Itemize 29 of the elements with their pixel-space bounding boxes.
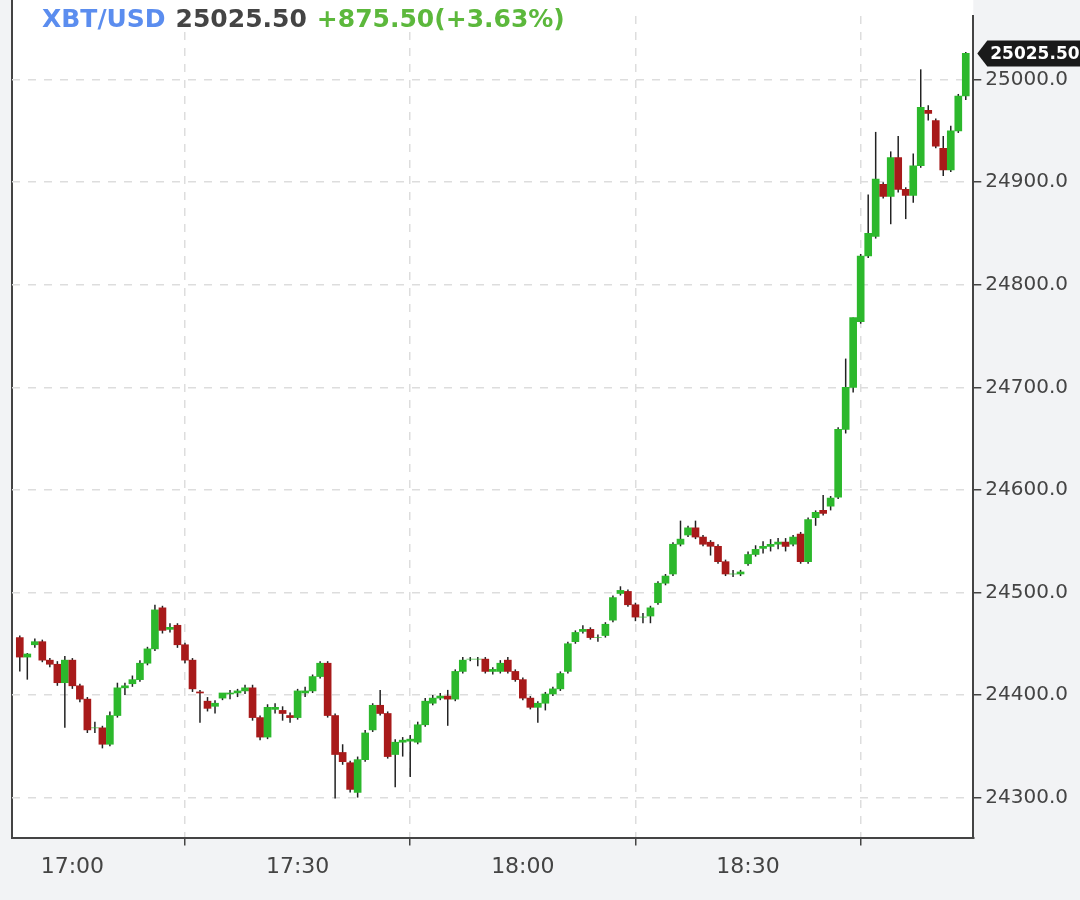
y-tick-label: 24700.0 (985, 373, 1069, 398)
y-tick-label: 25000.0 (985, 65, 1069, 90)
candlestick (924, 104, 933, 122)
y-tick-label: 24800.0 (985, 270, 1069, 295)
x-tick-label: 17:30 (265, 852, 330, 878)
candlestick (158, 605, 167, 635)
candlestick (594, 633, 602, 643)
candlestick (819, 494, 827, 517)
chart-title: XBT/USD (42, 3, 166, 33)
x-tick-label: 18:30 (716, 852, 780, 878)
y-tick-label: 24900.0 (985, 168, 1069, 193)
candlestick (38, 638, 47, 663)
y-tick-label: 24600.0 (985, 476, 1069, 501)
annotation: +875.50(+3.63%) (316, 3, 565, 33)
candlestick (286, 711, 294, 724)
x-tick-label: 18:00 (491, 852, 555, 878)
annotation: 25025.50 (175, 3, 307, 33)
candlestick (121, 681, 129, 696)
candlestick (98, 725, 107, 750)
y-tick-label: 24400.0 (985, 681, 1069, 706)
candlestick (556, 670, 565, 692)
y-tick-label: 24500.0 (985, 578, 1069, 603)
candlestick (15, 634, 24, 673)
candlestick (211, 699, 219, 715)
y-tick-label: 24300.0 (985, 783, 1069, 808)
text: 25025.50 (990, 42, 1080, 63)
candlestick (609, 594, 617, 623)
candlestick (61, 655, 69, 729)
x-tick-label: 17:00 (40, 852, 105, 878)
